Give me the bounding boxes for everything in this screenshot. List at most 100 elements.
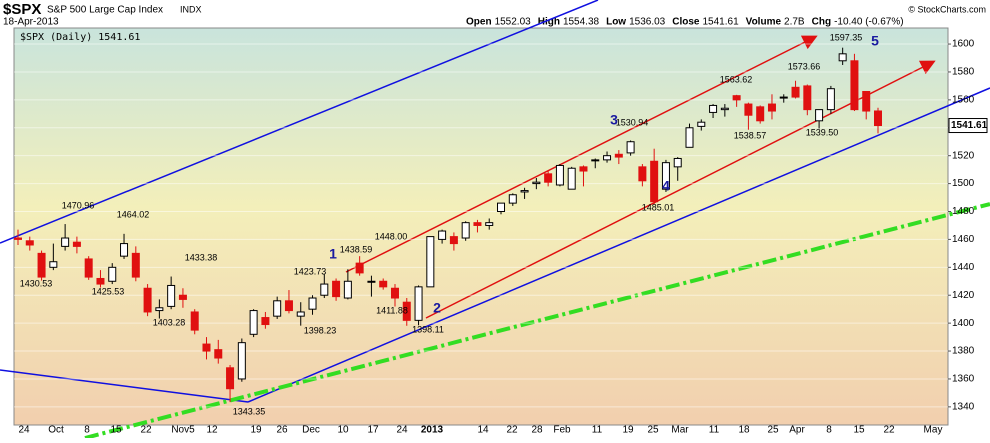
candle-body	[249, 310, 258, 335]
candle-body	[720, 107, 729, 111]
candle-body	[284, 300, 293, 312]
candle-body	[485, 222, 494, 226]
trend-arrow	[345, 35, 818, 273]
candle-body	[72, 241, 81, 247]
candle-body	[426, 236, 435, 288]
quote-value: 1536.03	[629, 17, 666, 28]
quote-value: 1552.03	[495, 17, 532, 28]
y-tick-label: 1340	[952, 402, 975, 413]
candle-body	[355, 262, 364, 274]
y-tick-label: 1520	[952, 150, 975, 161]
quote-label: Close	[672, 17, 700, 28]
candle-body	[709, 104, 718, 113]
x-tick-label: 10	[337, 425, 349, 436]
candle-body	[579, 166, 588, 172]
x-tick-label: Oct	[48, 425, 64, 436]
x-tick-label: 12	[206, 425, 218, 436]
candle-body	[555, 164, 564, 186]
x-tick-label: 24	[18, 425, 30, 436]
x-tick-label: 19	[622, 425, 634, 436]
x-tick-label: 25	[767, 425, 779, 436]
candle-body	[732, 95, 741, 101]
x-tick-label: 24	[396, 425, 408, 436]
candle-body	[449, 236, 458, 245]
candle-body	[131, 252, 140, 278]
candle-body	[155, 307, 164, 312]
symbol: $SPX	[3, 1, 41, 18]
candle-body	[143, 287, 152, 313]
price-annotation: 1563.62	[720, 74, 753, 84]
candle-body	[673, 157, 682, 168]
candle-body	[308, 297, 317, 310]
candle-body	[591, 159, 600, 162]
y-tick-label: 1480	[952, 206, 975, 217]
quote-label: Open	[466, 17, 492, 28]
x-tick-label: 15	[853, 425, 865, 436]
candle-body	[838, 53, 847, 62]
x-tick-label: 2013	[421, 425, 444, 436]
channel-line	[0, 369, 249, 403]
trend-arrow	[425, 60, 936, 319]
price-annotation: 1448.00	[375, 231, 408, 241]
candle-body	[190, 311, 199, 331]
candle-body	[626, 141, 635, 154]
candle-body	[497, 202, 506, 212]
candle-body	[25, 240, 34, 246]
x-tick-label: Mar	[671, 425, 689, 436]
x-tick-label: Apr	[789, 425, 805, 436]
candle-body	[84, 258, 93, 278]
price-annotation: 1343.35	[233, 406, 266, 416]
header: $SPX S&P 500 Large Cap Index INDX 18-Apr…	[3, 1, 986, 43]
price-annotation: 1485.01	[642, 202, 675, 212]
candle-body	[108, 266, 117, 282]
y-tick-label: 1420	[952, 290, 975, 301]
quote-value: 2.7B	[784, 17, 805, 28]
candle-body	[402, 301, 411, 321]
price-annotation: 1573.66	[788, 61, 821, 71]
candle-body	[237, 342, 246, 380]
candle-body	[685, 127, 694, 148]
x-tick-label: 26	[276, 425, 288, 436]
candle-body	[226, 367, 235, 390]
price-annotation: 1430.53	[20, 278, 53, 288]
x-tick-label: Nov5	[171, 425, 195, 436]
candle-body	[756, 106, 765, 122]
candle-body	[815, 109, 824, 122]
quote-value: 1541.61	[702, 17, 739, 28]
x-tick-label: 18	[738, 425, 750, 436]
candle-body	[532, 181, 541, 185]
candle-body	[214, 349, 223, 359]
y-tick-label: 1560	[952, 95, 975, 106]
price-annotation: 1398.23	[304, 325, 337, 335]
last-price-box	[948, 118, 988, 134]
candle-body	[14, 237, 22, 240]
last-price-label: 1541.61	[951, 120, 988, 131]
candle-body	[367, 280, 376, 283]
price-annotation: 1425.53	[92, 286, 125, 296]
x-tick-label: 22	[883, 425, 895, 436]
y-tick-label: 1460	[952, 234, 975, 245]
price-annotation: 1539.50	[806, 127, 839, 137]
candle-body	[296, 311, 305, 317]
support-line	[84, 202, 990, 440]
candle-body	[638, 166, 647, 182]
x-tick-label: Dec	[302, 425, 320, 436]
candle-body	[390, 287, 399, 299]
candle-body	[862, 90, 871, 112]
index-name: S&P 500 Large Cap Index	[47, 5, 163, 16]
x-tick-label: 25	[647, 425, 659, 436]
candle-body	[49, 261, 58, 268]
candle-body	[791, 86, 800, 98]
candle-body	[508, 194, 517, 204]
wave-label: 1	[329, 246, 337, 262]
y-tick-label: 1600	[952, 39, 975, 50]
candle-body	[661, 162, 670, 190]
candle-body	[414, 286, 423, 321]
wave-label: 5	[871, 33, 879, 49]
price-annotation: 1423.73	[294, 266, 327, 276]
y-tick-label: 1500	[952, 178, 975, 189]
candle-body	[332, 280, 341, 298]
price-annotation: 1597.35	[830, 32, 863, 42]
x-tick-label: 8	[826, 425, 832, 436]
price-annotation: 1411.88	[376, 305, 408, 315]
